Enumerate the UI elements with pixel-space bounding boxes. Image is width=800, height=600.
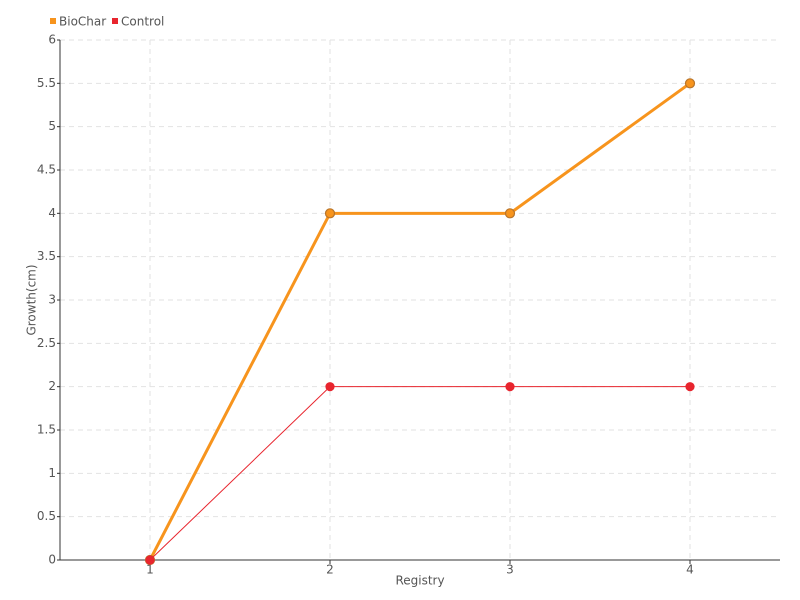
legend-label: Control <box>121 15 164 29</box>
y-tick-label: 2 <box>48 379 56 393</box>
x-axis-label: Registry <box>395 574 444 588</box>
y-tick-label: 0.5 <box>37 509 56 523</box>
y-tick-label: 3 <box>48 293 56 307</box>
y-tick-label: 4 <box>48 206 56 220</box>
data-point <box>504 208 516 219</box>
y-tick-label: 1.5 <box>37 423 56 437</box>
data-point <box>684 78 696 89</box>
x-tick-label: 2 <box>326 563 334 577</box>
data-point <box>325 382 335 392</box>
x-tick-label: 4 <box>686 563 694 577</box>
y-tick-label: 0 <box>48 553 56 567</box>
y-axis-label: Growth(cm) <box>25 264 39 335</box>
series-line <box>149 386 690 561</box>
y-tick-label: 1 <box>48 466 56 480</box>
legend-swatch <box>50 18 56 24</box>
data-point <box>505 382 515 392</box>
data-point <box>324 208 336 219</box>
y-tick-label: 5 <box>48 119 56 133</box>
legend-label: BioChar <box>59 15 106 29</box>
x-tick-label: 3 <box>506 563 514 577</box>
y-tick-label: 6 <box>48 33 56 47</box>
y-tick-label: 2.5 <box>37 336 56 350</box>
x-tick-label: 1 <box>146 563 154 577</box>
data-point <box>685 382 695 392</box>
series-line <box>148 82 691 561</box>
data-point <box>145 555 155 565</box>
y-tick-label: 3.5 <box>37 249 56 263</box>
y-tick-label: 4.5 <box>37 163 56 177</box>
legend-swatch <box>112 18 118 24</box>
y-tick-label: 5.5 <box>37 76 56 90</box>
